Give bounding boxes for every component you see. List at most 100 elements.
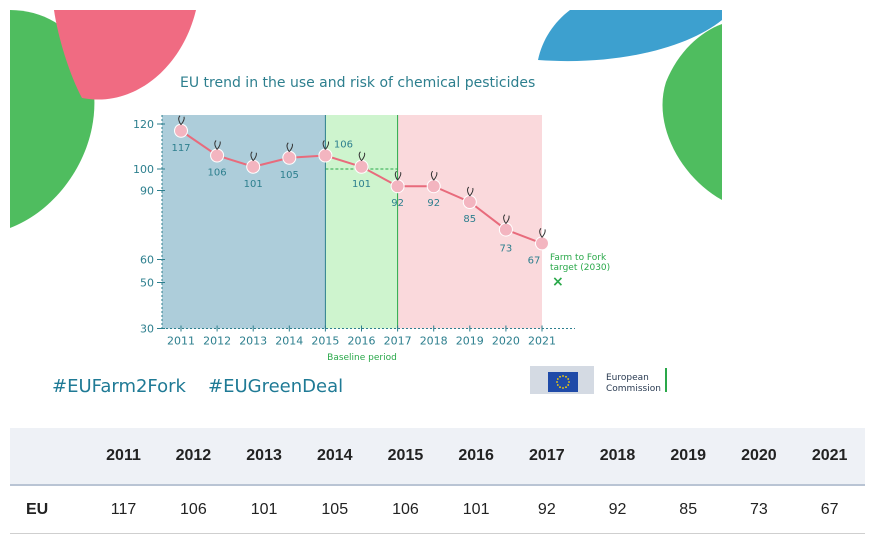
leaf-blue-top-icon xyxy=(538,10,722,62)
flag-star xyxy=(568,381,570,383)
data-label: 73 xyxy=(500,244,513,255)
value-cell-2014: 105 xyxy=(299,485,371,534)
value-cell-2021: 67 xyxy=(794,485,865,534)
data-point xyxy=(318,148,333,163)
data-label: 106 xyxy=(208,168,227,179)
y-tick-label: 120 xyxy=(133,118,154,131)
baseline-band xyxy=(325,115,398,329)
sprout-icon xyxy=(322,140,330,150)
data-point xyxy=(282,150,297,165)
eu-flag-icon xyxy=(548,372,578,392)
value-cell-2016: 101 xyxy=(440,485,512,534)
flag-star xyxy=(567,384,570,386)
data-label: 101 xyxy=(352,179,371,190)
flag-star xyxy=(556,378,559,380)
sprout-icon xyxy=(178,115,185,126)
chart-bands xyxy=(162,115,542,329)
value-cell-2012: 106 xyxy=(158,485,229,534)
european-commission-logo: European Commission xyxy=(530,366,667,394)
data-point xyxy=(462,195,477,209)
y-tick-label: 100 xyxy=(133,163,154,176)
data-label: 67 xyxy=(528,255,541,266)
sprout-icon xyxy=(250,151,257,162)
year-header-2012: 2012 xyxy=(158,428,229,486)
x-tick-label: 2013 xyxy=(239,335,267,348)
y-tick-label: 30 xyxy=(140,323,154,336)
x-tick-label: 2021 xyxy=(528,335,556,348)
target-annotation: Farm to Fork target (2030) × xyxy=(550,253,610,290)
flag-star xyxy=(556,381,558,383)
infographic: EU trend in the use and risk of chemical… xyxy=(10,10,722,404)
data-point xyxy=(210,148,225,163)
year-header-2019: 2019 xyxy=(652,428,724,486)
data-label: 101 xyxy=(244,179,263,190)
y-tick-label: 90 xyxy=(140,185,154,198)
ec-logo-line2: Commission xyxy=(606,384,661,394)
ec-logo-bar xyxy=(665,368,667,392)
table-corner-cell xyxy=(10,428,89,486)
data-point xyxy=(390,179,405,194)
infographic-svg: EU trend in the use and risk of chemical… xyxy=(10,10,722,397)
x-tick-label: 2020 xyxy=(492,335,520,348)
value-cell-2017: 92 xyxy=(511,485,583,534)
data-point xyxy=(498,222,513,237)
sprout-icon xyxy=(467,186,474,197)
year-header-2011: 2011 xyxy=(89,428,159,486)
leaf-pink-top-icon xyxy=(54,10,196,100)
row-label-eu: EU xyxy=(10,485,89,534)
year-header-2020: 2020 xyxy=(723,428,795,486)
year-header-2017: 2017 xyxy=(511,428,583,486)
data-label: 92 xyxy=(391,198,404,209)
data-table: 2011 2012 2013 2014 2015 2016 2017 2018 2019 2020… xyxy=(10,428,865,534)
leaf-green-right-icon xyxy=(662,24,722,200)
year-header-2013: 2013 xyxy=(228,428,300,486)
table-row: EU 117 106 101 105 106 101 92 92 85 73 67 xyxy=(10,485,865,534)
chart-series: 117 106 101 105 106 101 92 92 85 73 67 xyxy=(171,115,549,266)
baseline-period-label: Baseline period xyxy=(327,353,397,363)
flag-star xyxy=(565,386,567,389)
year-header-2018: 2018 xyxy=(582,428,653,486)
x-tick-label: 2016 xyxy=(348,335,376,348)
eu-flag-stars xyxy=(556,375,570,389)
data-label: 105 xyxy=(280,170,299,181)
sprout-icon xyxy=(286,142,293,153)
x-tick-label: 2015 xyxy=(311,335,339,348)
chart-axes: 120 100 90 60 50 30 2011 2012 2013 2014 2015 2016 20… xyxy=(133,115,575,348)
flag-star xyxy=(559,375,561,378)
sprout-icon xyxy=(539,228,546,238)
value-cell-2018: 92 xyxy=(582,485,653,534)
data-point xyxy=(246,159,261,174)
post-baseline-band xyxy=(397,115,542,329)
year-header-2021: 2021 xyxy=(794,428,865,486)
data-label: 106 xyxy=(334,140,353,151)
value-cell-2013: 101 xyxy=(228,485,300,534)
data-label: 92 xyxy=(427,198,440,209)
x-tick-label: 2014 xyxy=(275,335,303,348)
x-tick-label: 2019 xyxy=(456,335,484,348)
pre-baseline-band xyxy=(162,115,326,329)
ec-logo-line1: European xyxy=(606,373,649,383)
flag-star xyxy=(567,378,570,380)
year-header-2015: 2015 xyxy=(370,428,441,486)
data-point xyxy=(426,179,441,194)
data-point xyxy=(535,236,549,251)
chart-title: EU trend in the use and risk of chemical… xyxy=(180,75,535,91)
sprout-icon xyxy=(394,170,402,181)
flag-star xyxy=(556,384,559,386)
value-cell-2011: 117 xyxy=(89,485,159,534)
target-label-line2: target (2030) xyxy=(550,263,610,273)
x-tick-label: 2011 xyxy=(167,335,195,348)
data-label: 117 xyxy=(171,143,190,154)
flag-star xyxy=(562,387,564,389)
target-label-line1: Farm to Fork xyxy=(550,253,607,263)
flag-star xyxy=(562,375,564,377)
hashtag-greendeal: #EUGreenDeal xyxy=(208,376,343,397)
x-tick-label: 2012 xyxy=(203,335,231,348)
year-header-2016: 2016 xyxy=(440,428,512,486)
value-cell-2019: 85 xyxy=(652,485,724,534)
target-marker: × xyxy=(552,274,564,290)
year-header-2014: 2014 xyxy=(299,428,371,486)
sprout-icon xyxy=(503,214,510,224)
decorative-leaves xyxy=(10,10,722,228)
value-cell-2015: 106 xyxy=(370,485,441,534)
